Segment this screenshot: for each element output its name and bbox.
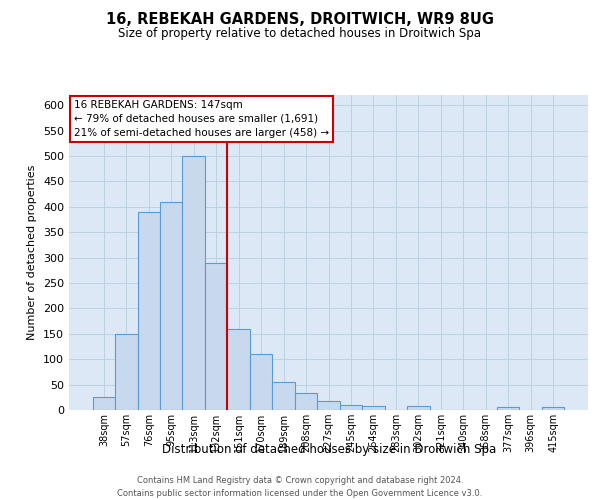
Bar — [250, 354, 272, 410]
Bar — [205, 262, 227, 410]
Text: 16 REBEKAH GARDENS: 147sqm
← 79% of detached houses are smaller (1,691)
21% of s: 16 REBEKAH GARDENS: 147sqm ← 79% of deta… — [74, 100, 329, 138]
Bar — [362, 406, 385, 410]
Text: Size of property relative to detached houses in Droitwich Spa: Size of property relative to detached ho… — [119, 28, 482, 40]
Bar — [182, 156, 205, 410]
Text: 16, REBEKAH GARDENS, DROITWICH, WR9 8UG: 16, REBEKAH GARDENS, DROITWICH, WR9 8UG — [106, 12, 494, 28]
Bar — [295, 393, 317, 410]
Bar — [160, 202, 182, 410]
Bar — [542, 408, 565, 410]
Bar — [497, 408, 520, 410]
Bar — [407, 406, 430, 410]
Bar — [137, 212, 160, 410]
Bar — [317, 402, 340, 410]
Text: Distribution of detached houses by size in Droitwich Spa: Distribution of detached houses by size … — [161, 442, 496, 456]
Bar — [272, 382, 295, 410]
Text: Contains HM Land Registry data © Crown copyright and database right 2024.
Contai: Contains HM Land Registry data © Crown c… — [118, 476, 482, 498]
Bar — [340, 405, 362, 410]
Bar — [92, 398, 115, 410]
Bar — [227, 328, 250, 410]
Bar — [115, 334, 137, 410]
Y-axis label: Number of detached properties: Number of detached properties — [28, 165, 37, 340]
